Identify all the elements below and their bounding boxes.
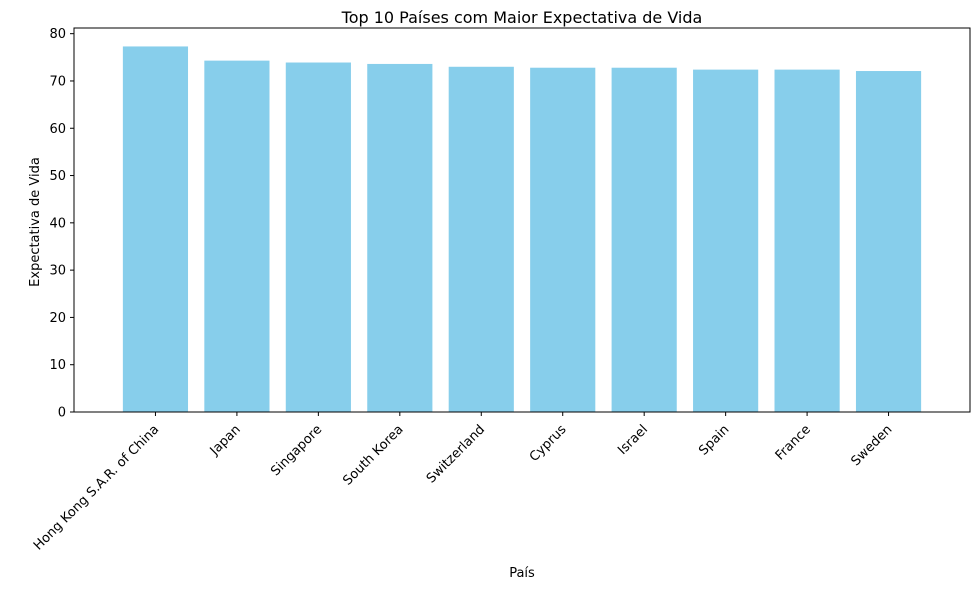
bar-5	[530, 67, 596, 412]
x-tick-label: Singapore	[268, 422, 325, 479]
bar-4	[448, 66, 514, 412]
x-tick-label: South Korea	[340, 422, 406, 488]
x-tick-label: Spain	[696, 422, 732, 458]
bar-9	[855, 71, 922, 412]
y-tick-label: 70	[49, 74, 66, 89]
y-tick-label: 0	[58, 406, 66, 421]
bar-7	[693, 69, 759, 413]
x-tick-label: Cyprus	[527, 422, 570, 465]
bars-group	[122, 46, 922, 413]
x-tick-label: France	[773, 422, 814, 463]
x-tick-label: Japan	[207, 422, 244, 459]
plot-frame	[73, 27, 971, 413]
x-tick-label: Sweden	[848, 422, 895, 469]
y-tick-label: 30	[49, 264, 66, 279]
y-tick-label: 40	[49, 216, 66, 231]
bar-1	[204, 60, 270, 412]
bar-0	[122, 46, 189, 412]
x-axis-label: País	[509, 566, 535, 581]
x-tick-label: Switzerland	[424, 422, 488, 486]
chart-title: Top 10 Países com Maior Expectativa de V…	[341, 8, 703, 27]
bar-8	[774, 69, 840, 413]
y-tick-label: 50	[49, 169, 66, 184]
y-axis: 0 10 20 30 40 50 60 70 80	[49, 27, 74, 421]
y-tick-label: 60	[49, 122, 66, 137]
x-tick-label: Hong Kong S.A.R. of China	[31, 422, 162, 553]
bar-2	[285, 62, 351, 413]
y-tick-label: 80	[49, 27, 66, 42]
x-axis: Hong Kong S.A.R. of China Japan Singapore S…	[31, 412, 895, 553]
y-tick-label: 10	[49, 358, 66, 373]
y-axis-label: Expectativa de Vida	[28, 157, 43, 287]
bar-3	[367, 63, 433, 412]
y-tick-label: 20	[49, 311, 66, 326]
bar-6	[611, 67, 677, 412]
x-tick-label: Israel	[615, 422, 651, 458]
